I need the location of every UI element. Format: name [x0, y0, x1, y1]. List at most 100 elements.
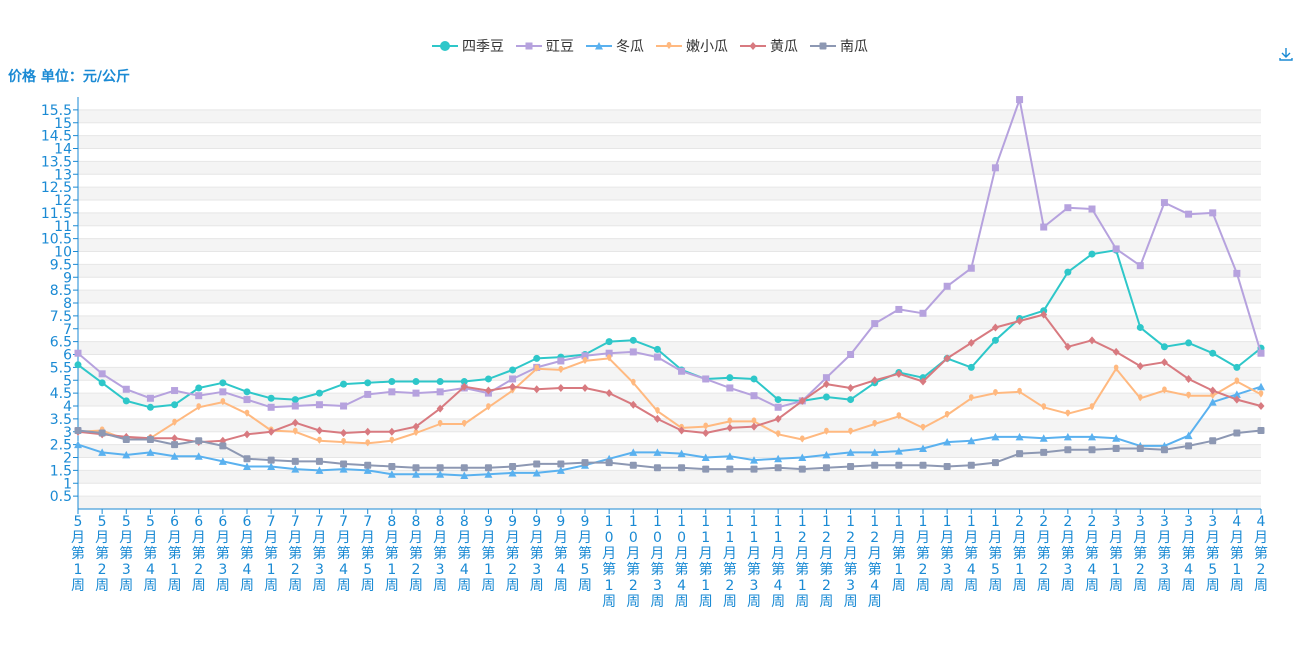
- data-point[interactable]: [436, 388, 444, 396]
- data-point[interactable]: [629, 348, 637, 356]
- data-point[interactable]: [1112, 347, 1120, 356]
- data-point[interactable]: [605, 389, 613, 398]
- data-point[interactable]: [219, 442, 227, 450]
- data-point[interactable]: [653, 345, 661, 353]
- data-point[interactable]: [605, 349, 613, 357]
- data-point[interactable]: [267, 394, 275, 402]
- data-point[interactable]: [534, 364, 540, 372]
- data-point[interactable]: [968, 394, 974, 402]
- data-point[interactable]: [581, 352, 589, 360]
- data-point[interactable]: [822, 464, 830, 472]
- data-point[interactable]: [1064, 268, 1072, 276]
- data-point[interactable]: [1112, 434, 1121, 442]
- data-point[interactable]: [678, 464, 686, 472]
- data-point[interactable]: [243, 462, 251, 471]
- data-point[interactable]: [1209, 386, 1217, 395]
- data-point[interactable]: [581, 383, 589, 392]
- data-point[interactable]: [557, 460, 565, 468]
- data-point[interactable]: [122, 450, 131, 459]
- data-point[interactable]: [605, 459, 613, 467]
- data-point[interactable]: [1112, 444, 1120, 452]
- legend-item-1[interactable]: 四季豆: [432, 36, 504, 56]
- download-icon[interactable]: [1278, 46, 1294, 62]
- data-point[interactable]: [243, 396, 251, 404]
- data-point[interactable]: [243, 455, 251, 463]
- data-point[interactable]: [1112, 245, 1120, 253]
- data-point[interactable]: [1184, 431, 1193, 440]
- data-point[interactable]: [1160, 358, 1168, 367]
- data-point[interactable]: [1233, 269, 1241, 277]
- data-point[interactable]: [267, 403, 275, 411]
- data-point[interactable]: [291, 465, 300, 473]
- data-point[interactable]: [799, 435, 805, 443]
- data-point[interactable]: [1136, 323, 1144, 331]
- data-point[interactable]: [1209, 349, 1217, 357]
- data-point[interactable]: [98, 448, 107, 456]
- legend-item-3[interactable]: 冬瓜: [586, 36, 644, 56]
- data-point[interactable]: [847, 396, 855, 404]
- data-point[interactable]: [1136, 444, 1144, 452]
- data-point[interactable]: [1209, 437, 1217, 445]
- data-point[interactable]: [1040, 223, 1048, 231]
- data-point[interactable]: [291, 457, 299, 465]
- data-point[interactable]: [1088, 446, 1096, 454]
- data-point[interactable]: [219, 379, 227, 387]
- data-point[interactable]: [653, 448, 662, 456]
- data-point[interactable]: [967, 264, 975, 272]
- data-point[interactable]: [436, 404, 444, 413]
- data-point[interactable]: [413, 429, 419, 437]
- data-point[interactable]: [1210, 391, 1216, 399]
- data-point[interactable]: [171, 441, 179, 449]
- data-point[interactable]: [315, 426, 323, 435]
- data-point[interactable]: [317, 436, 322, 444]
- data-point[interactable]: [267, 456, 275, 464]
- data-point[interactable]: [244, 409, 250, 417]
- data-point[interactable]: [486, 403, 491, 411]
- data-point[interactable]: [1233, 363, 1241, 371]
- data-point[interactable]: [1063, 432, 1072, 441]
- data-point[interactable]: [1016, 450, 1024, 458]
- data-point[interactable]: [993, 389, 998, 397]
- data-point[interactable]: [315, 466, 324, 474]
- data-point[interactable]: [943, 463, 951, 471]
- data-point[interactable]: [1088, 336, 1096, 345]
- data-point[interactable]: [1257, 402, 1265, 410]
- data-point[interactable]: [726, 374, 734, 382]
- data-point[interactable]: [655, 407, 660, 415]
- data-point[interactable]: [1160, 446, 1168, 454]
- data-point[interactable]: [967, 338, 975, 347]
- data-point[interactable]: [606, 354, 612, 362]
- data-point[interactable]: [340, 380, 348, 388]
- data-point[interactable]: [243, 430, 251, 439]
- data-point[interactable]: [1089, 403, 1095, 411]
- data-point[interactable]: [146, 403, 154, 411]
- data-point[interactable]: [460, 471, 469, 480]
- data-point[interactable]: [896, 412, 902, 420]
- data-point[interactable]: [412, 422, 420, 431]
- data-point[interactable]: [943, 282, 951, 290]
- data-point[interactable]: [991, 432, 1000, 441]
- data-point[interactable]: [484, 386, 492, 395]
- data-point[interactable]: [388, 388, 396, 396]
- data-point[interactable]: [1185, 442, 1193, 450]
- data-point[interactable]: [1185, 374, 1193, 383]
- data-point[interactable]: [919, 444, 927, 452]
- data-point[interactable]: [460, 378, 468, 386]
- data-point[interactable]: [653, 414, 661, 423]
- data-point[interactable]: [1257, 382, 1265, 391]
- data-point[interactable]: [412, 470, 420, 478]
- data-point[interactable]: [703, 422, 709, 430]
- data-point[interactable]: [412, 389, 420, 397]
- data-point[interactable]: [991, 323, 999, 332]
- data-point[interactable]: [1088, 432, 1096, 441]
- data-point[interactable]: [412, 378, 420, 386]
- data-point[interactable]: [943, 438, 952, 446]
- data-point[interactable]: [436, 464, 444, 472]
- data-point[interactable]: [291, 418, 299, 427]
- data-point[interactable]: [1209, 209, 1217, 217]
- data-point[interactable]: [558, 365, 564, 373]
- data-point[interactable]: [74, 349, 82, 357]
- data-point[interactable]: [1136, 362, 1144, 371]
- data-point[interactable]: [437, 420, 443, 428]
- data-point[interactable]: [171, 387, 179, 395]
